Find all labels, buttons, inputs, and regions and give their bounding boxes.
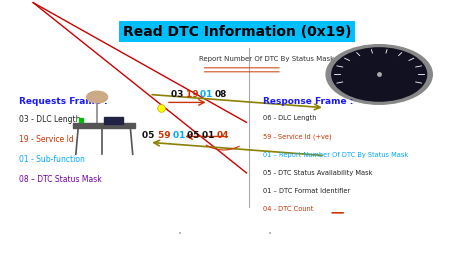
Text: •: • [178,231,182,237]
Circle shape [326,45,432,104]
Text: 19: 19 [186,90,201,99]
Text: 01: 01 [202,131,218,140]
Text: 04: 04 [217,131,229,140]
Text: Read DTC Information (0x19): Read DTC Information (0x19) [123,25,351,39]
Text: Requests Frame :: Requests Frame : [19,97,108,106]
Text: 01 – DTC Format Identifier: 01 – DTC Format Identifier [263,188,350,194]
Text: 08: 08 [214,90,227,99]
Text: 04 - DTC Count: 04 - DTC Count [263,206,313,212]
Text: 19 - Service Id: 19 - Service Id [19,135,74,144]
Text: 05: 05 [187,131,203,140]
Text: 01 – Report Number Of DTC By Status Mask: 01 – Report Number Of DTC By Status Mask [263,152,408,157]
Circle shape [332,48,427,101]
Text: 59 - Service Id (+ve): 59 - Service Id (+ve) [263,133,332,140]
Text: 59: 59 [158,131,173,140]
Text: 03: 03 [171,90,186,99]
Text: 08 – DTC Status Mask: 08 – DTC Status Mask [19,175,102,184]
Text: 03 - DLC Length: 03 - DLC Length [19,115,81,124]
Text: Report Number Of DTC By Status Mask -: Report Number Of DTC By Status Mask - [199,56,341,61]
Circle shape [87,91,108,103]
Text: 06 - DLC Length: 06 - DLC Length [263,115,317,121]
Text: 0x01: 0x01 [334,56,352,61]
Bar [73,123,135,128]
Bar [104,117,123,124]
Text: 05 - DTC Status Availability Mask: 05 - DTC Status Availability Mask [263,170,373,176]
Text: 01: 01 [200,90,216,99]
Text: 01 - Sub-function: 01 - Sub-function [19,155,85,164]
Text: 01: 01 [173,131,188,140]
Text: •: • [268,231,272,237]
Text: Response Frame :: Response Frame : [263,97,354,106]
Text: 05: 05 [142,131,158,140]
